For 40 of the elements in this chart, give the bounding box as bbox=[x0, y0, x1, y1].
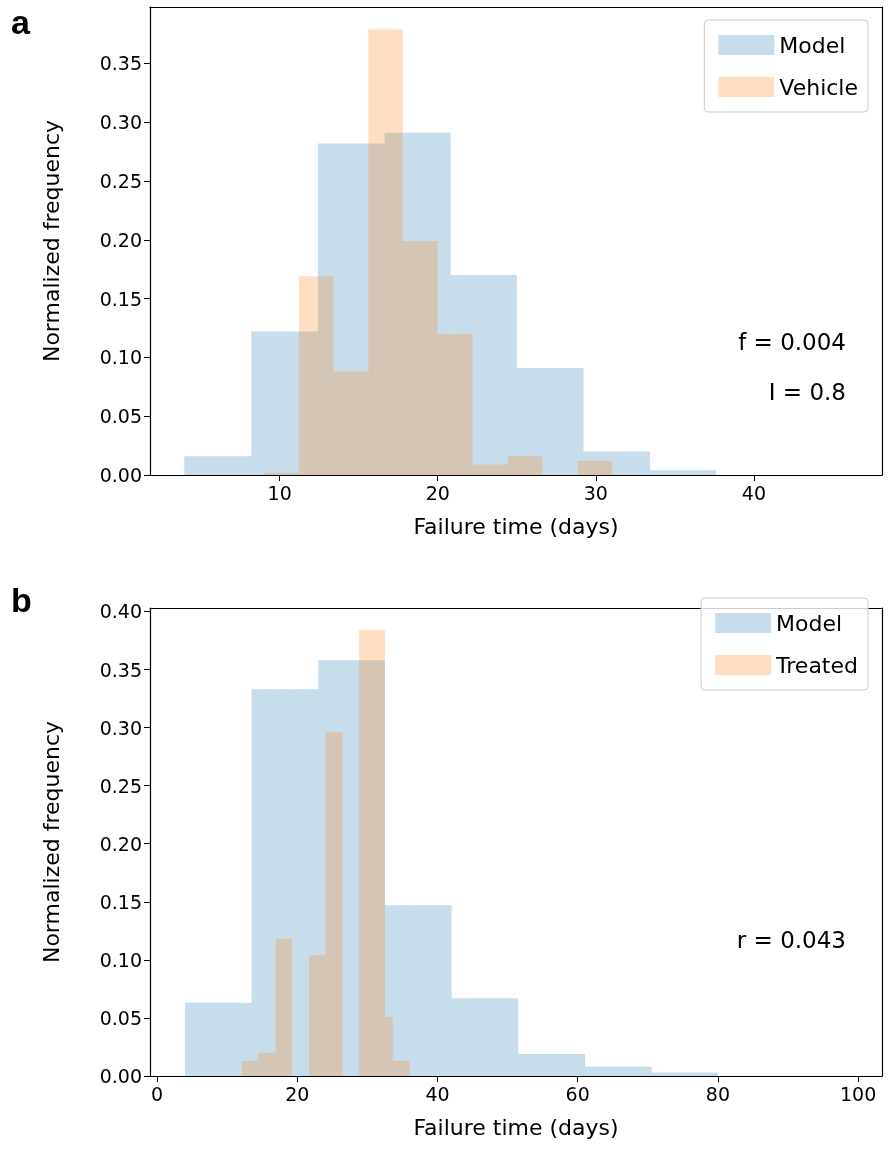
y-tick-label: 0.10 bbox=[99, 948, 142, 971]
y-tick-label: 0.10 bbox=[99, 346, 142, 369]
legend-label: Model bbox=[776, 610, 843, 636]
annotation: I = 0.8 bbox=[768, 378, 847, 405]
x-tick-label: 60 bbox=[565, 1082, 590, 1105]
y-axis-title: Normalized frequency bbox=[38, 720, 64, 964]
y-axis-title: Normalized frequency bbox=[38, 119, 64, 363]
x-tick-label: 40 bbox=[425, 1082, 450, 1105]
y-tick-label: 0.05 bbox=[99, 405, 142, 428]
y-tick-label: 0.35 bbox=[99, 658, 142, 681]
y-tick-label: 0.25 bbox=[99, 170, 142, 193]
x-tick-label: 20 bbox=[425, 481, 450, 504]
y-tick-label: 0.15 bbox=[99, 890, 142, 913]
y-tick-label: 0.05 bbox=[99, 1006, 142, 1029]
legend-label: Treated bbox=[775, 652, 859, 678]
chart-title: a bbox=[11, 3, 31, 41]
annotation: f = 0.004 bbox=[738, 328, 847, 355]
x-tick-label: 10 bbox=[267, 481, 292, 504]
y-tick-label: 0.20 bbox=[99, 228, 142, 251]
legend-label: Vehicle bbox=[779, 74, 859, 100]
x-tick-label: 20 bbox=[285, 1082, 310, 1105]
x-tick-label: 80 bbox=[705, 1082, 731, 1105]
y-tick-label: 0.30 bbox=[99, 111, 142, 134]
y-tick-label: 0.40 bbox=[99, 600, 142, 623]
x-tick-label: 0 bbox=[150, 1082, 164, 1105]
annotation: r = 0.043 bbox=[736, 926, 847, 953]
y-tick-label: 0.00 bbox=[99, 1065, 142, 1087]
x-tick-label: 40 bbox=[741, 481, 767, 504]
x-tick-label: 30 bbox=[583, 481, 608, 504]
chart-title: b bbox=[11, 581, 32, 619]
y-tick-label: 0.30 bbox=[99, 716, 142, 739]
y-tick-label: 0.15 bbox=[99, 287, 142, 310]
y-tick-label: 0.00 bbox=[99, 464, 142, 486]
x-axis-title: Failure time (days) bbox=[413, 513, 619, 539]
y-tick-label: 0.20 bbox=[99, 832, 142, 855]
x-tick-label: 100 bbox=[840, 1082, 877, 1105]
x-axis-title: Failure time (days) bbox=[413, 1114, 619, 1140]
legend-label: Model bbox=[779, 32, 846, 58]
y-tick-label: 0.35 bbox=[99, 52, 142, 75]
y-tick-label: 0.25 bbox=[99, 774, 142, 797]
